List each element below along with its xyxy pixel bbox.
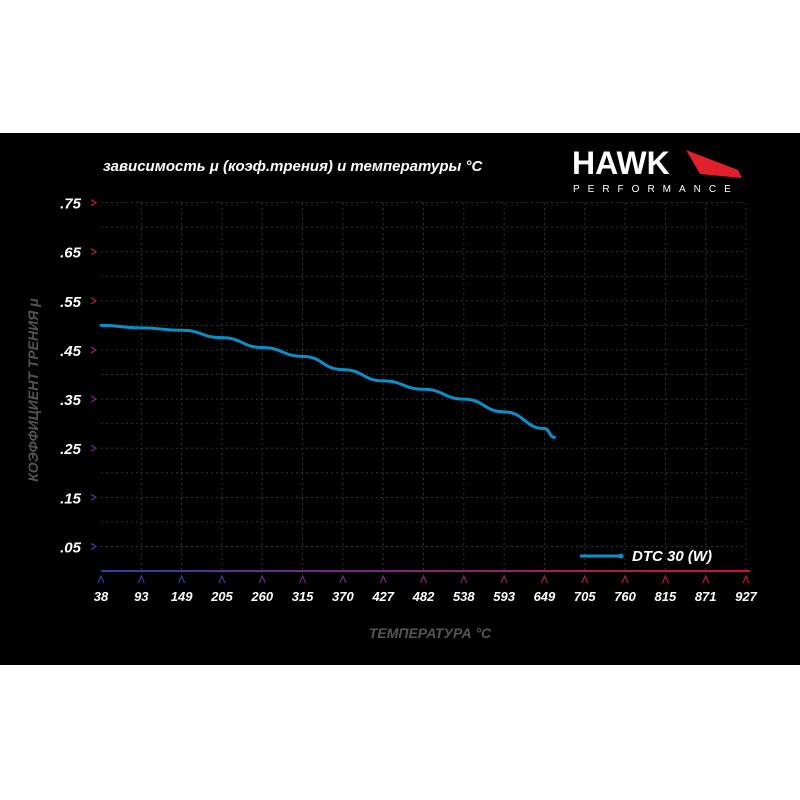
y-tick-mark bbox=[90, 395, 98, 403]
x-tick-mark bbox=[702, 574, 710, 584]
y-tick-mark bbox=[90, 248, 98, 256]
x-tick-mark bbox=[258, 574, 266, 584]
x-tick-label: 760 bbox=[614, 589, 636, 604]
x-tick-mark bbox=[339, 574, 347, 584]
chart-title: зависимость μ (коэф.трения) и температур… bbox=[103, 158, 483, 175]
x-tick-label: 205 bbox=[210, 589, 233, 604]
y-tick-label: .45 bbox=[60, 343, 82, 360]
legend-label: DTC 30 (W) bbox=[632, 548, 712, 565]
x-tick-label: 871 bbox=[695, 589, 717, 604]
y-tick-mark bbox=[90, 542, 98, 550]
x-tick-label: 593 bbox=[493, 589, 515, 604]
y-tick-mark bbox=[90, 346, 98, 354]
x-tick-label: 427 bbox=[371, 589, 394, 604]
x-tick-label: 260 bbox=[250, 589, 273, 604]
y-tick-label: .65 bbox=[60, 245, 82, 262]
x-tick-mark bbox=[460, 574, 468, 584]
logo-wing bbox=[686, 150, 742, 178]
x-tick-mark bbox=[742, 574, 750, 584]
x-tick-mark bbox=[540, 574, 548, 584]
logo-text: HAWK bbox=[572, 145, 670, 181]
y-tick-label: .35 bbox=[60, 392, 82, 409]
y-tick-label: .55 bbox=[60, 294, 82, 311]
y-tick-label: .25 bbox=[60, 441, 82, 458]
x-tick-label: 649 bbox=[534, 589, 556, 604]
y-tick-mark bbox=[90, 297, 98, 305]
legend-swatch-dot bbox=[618, 553, 624, 559]
x-axis bbox=[101, 570, 750, 572]
y-tick-label: .75 bbox=[60, 196, 82, 213]
x-tick-label: 927 bbox=[735, 589, 757, 604]
x-tick-label: 538 bbox=[453, 589, 475, 604]
y-tick-mark bbox=[90, 444, 98, 452]
x-tick-label: 149 bbox=[171, 589, 193, 604]
y-tick-label: .15 bbox=[60, 490, 82, 507]
y-tick-mark bbox=[90, 493, 98, 501]
x-axis-label: ТЕМПЕРАТУРА °C bbox=[369, 625, 492, 641]
x-tick-mark bbox=[500, 574, 508, 584]
x-tick-label: 815 bbox=[655, 589, 677, 604]
x-tick-label: 93 bbox=[134, 589, 149, 604]
hawk-logo: HAWK PERFORMANCE bbox=[572, 145, 742, 195]
x-tick-mark bbox=[621, 574, 629, 584]
logo-subtext: PERFORMANCE bbox=[573, 184, 739, 195]
y-tick-mark bbox=[90, 199, 98, 207]
x-tick-label: 705 bbox=[574, 589, 596, 604]
x-tick-mark bbox=[218, 574, 226, 584]
x-tick-mark bbox=[661, 574, 669, 584]
x-tick-mark bbox=[299, 574, 307, 584]
x-tick-mark bbox=[379, 574, 387, 584]
y-axis-label: КОЭФФИЦИЕНТ ТРЕНИЯ μ bbox=[25, 298, 41, 482]
series-line-dtc-30 bbox=[99, 323, 557, 439]
x-tick-label: 482 bbox=[412, 589, 435, 604]
x-tick-label: 38 bbox=[94, 589, 109, 604]
x-tick-label: 315 bbox=[292, 589, 314, 604]
x-tick-mark bbox=[178, 574, 186, 584]
x-tick-mark bbox=[137, 574, 145, 584]
x-tick-mark bbox=[419, 574, 428, 584]
x-tick-mark bbox=[97, 574, 105, 584]
y-tick-label: .05 bbox=[60, 539, 82, 556]
x-tick-label: 370 bbox=[332, 589, 354, 604]
x-tick-mark bbox=[581, 574, 589, 584]
